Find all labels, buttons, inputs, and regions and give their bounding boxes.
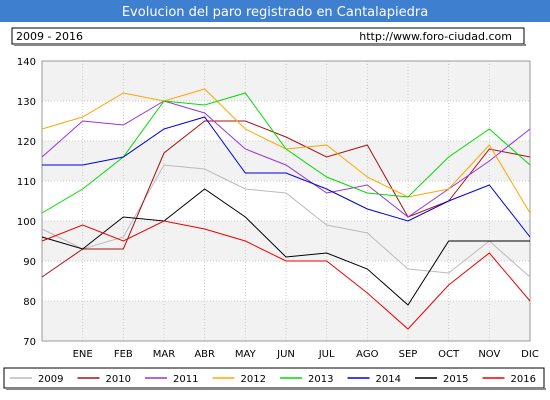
legend-label-2011: 2011 — [173, 374, 198, 385]
plot-border — [41, 60, 531, 342]
title-bar — [0, 0, 550, 22]
legend-label-2015: 2015 — [443, 374, 468, 385]
x-tick-label: MAY — [235, 349, 257, 360]
legend-label-2016: 2016 — [511, 374, 536, 385]
y-tick-label: 100 — [17, 217, 36, 228]
period-label: 2009 - 2016 — [16, 30, 83, 43]
y-tick-label: 110 — [17, 177, 36, 188]
series-line-2014 — [42, 116, 531, 238]
legend-label-2013: 2013 — [308, 374, 333, 385]
x-tick-label: MAR — [153, 349, 175, 360]
y-tick-label: 120 — [17, 137, 36, 148]
x-tick-label: AGO — [356, 349, 378, 360]
legend-label-2014: 2014 — [376, 374, 401, 385]
series-line-2009 — [41, 164, 531, 278]
series-line-2016 — [41, 220, 531, 330]
legend-box-shadow — [6, 388, 546, 390]
legend-label-2012: 2012 — [241, 374, 266, 385]
x-tick-label: DIC — [521, 349, 539, 360]
series-line-2015 — [41, 188, 530, 306]
y-tick-label: 80 — [23, 297, 36, 308]
x-tick-label: JUN — [276, 349, 295, 360]
x-axis: ENE FEB MAR ABR MAY JUN JUL AGO SEP OCT NOV DIC — [73, 349, 539, 360]
y-tick-label: 130 — [17, 97, 36, 108]
x-tick-label: JUL — [318, 349, 335, 360]
info-box-shadow — [14, 44, 526, 46]
chart-title: Evolucion del paro registrado en Cantala… — [122, 5, 428, 20]
x-tick-label: ABR — [194, 349, 215, 360]
series-lines — [41, 88, 531, 330]
legend-label-2010: 2010 — [106, 374, 131, 385]
x-tick-label: FEB — [114, 349, 133, 360]
x-tick-label: ENE — [73, 349, 93, 360]
y-tick-label: 90 — [23, 257, 36, 268]
source-url: http://www.foro-ciudad.com — [359, 30, 512, 43]
legend-label-2009: 2009 — [38, 374, 63, 385]
y-axis: 70 80 90 100 110 120 130 140 — [17, 57, 36, 348]
x-tick-label: OCT — [438, 349, 460, 360]
y-tick-label: 70 — [23, 337, 36, 348]
x-tick-label: NOV — [478, 349, 500, 360]
plot-area — [41, 60, 531, 342]
y-tick-label: 140 — [17, 57, 36, 68]
legend: 2009 2010 2011 2012 2013 2014 2015 2016 — [3, 367, 546, 390]
x-tick-label: SEP — [399, 349, 418, 360]
